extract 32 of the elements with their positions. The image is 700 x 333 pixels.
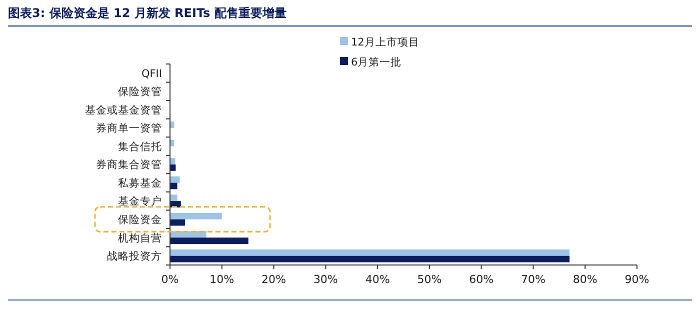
bar: [170, 249, 570, 256]
x-tick-label: 80%: [572, 273, 598, 286]
y-tick-label: 券商单一资管: [96, 122, 162, 135]
bar: [170, 212, 222, 220]
bar: [170, 256, 570, 262]
x-tick-label: 50%: [417, 273, 442, 286]
bar: [170, 219, 186, 226]
x-tick-label: 20%: [262, 273, 286, 286]
x-tick-label: 10%: [210, 273, 234, 286]
x-tick-label: 60%: [469, 273, 494, 286]
bar: [170, 238, 248, 244]
legend-label: 12月上市项目: [351, 36, 420, 49]
y-tick-label: 券商集合资管: [96, 158, 162, 172]
y-tick-label: 集合信托: [118, 140, 162, 153]
bar: [170, 194, 178, 202]
legend-label: 6月第一批: [351, 56, 402, 69]
x-tick-label: 90%: [624, 273, 650, 286]
y-tick-label: 基金专户: [118, 194, 162, 208]
y-tick-label: 基金或基金资管: [85, 103, 162, 116]
x-tick-label: 70%: [520, 273, 546, 286]
bar: [170, 176, 180, 183]
x-tick-label: 0%: [161, 273, 179, 286]
chart-title: 图表3: 保险资金是 12 月新发 REITs 配售重要增量: [8, 6, 286, 20]
x-tick-label: 40%: [365, 273, 390, 286]
bar: [170, 182, 178, 190]
y-tick-label: 机构自营: [118, 231, 162, 244]
y-tick-label: QFII: [142, 68, 162, 80]
x-tick-label: 30%: [313, 273, 338, 286]
y-tick-label: 保险资金: [118, 214, 162, 226]
y-tick-label: 私募基金: [118, 176, 162, 190]
y-tick-label: 保险资管: [118, 86, 162, 98]
y-tick-label: 战略投资方: [107, 250, 162, 263]
